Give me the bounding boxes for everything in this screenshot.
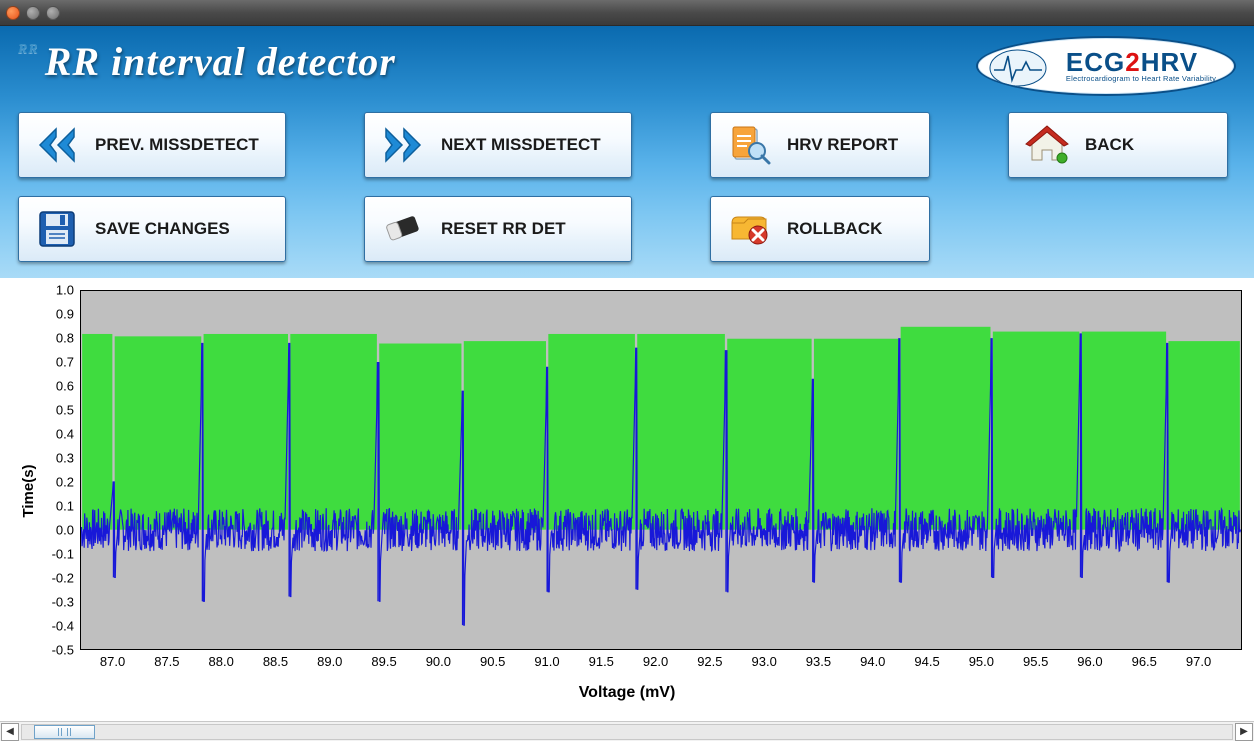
next-missdetect-label: NEXT MISSDETECT [441, 135, 601, 155]
scroll-track[interactable] [21, 724, 1233, 740]
hrv-report-label: HRV REPORT [787, 135, 898, 155]
y-tick-label: 1.0 [56, 283, 74, 298]
x-tick-label: 87.0 [100, 654, 125, 669]
y-tick-label: 0.4 [56, 427, 74, 442]
y-tick-label: -0.3 [52, 595, 74, 610]
rollback-label: ROLLBACK [787, 219, 882, 239]
scroll-right-button[interactable]: ▶ [1235, 723, 1253, 741]
window-close-button[interactable] [6, 6, 20, 20]
horizontal-scrollbar[interactable]: ◀ ▶ [0, 721, 1254, 741]
logo-text-2: 2 [1125, 47, 1140, 77]
x-tick-label: 90.5 [480, 654, 505, 669]
logo-subtitle: Electrocardiogram to Heart Rate Variabil… [1066, 75, 1216, 83]
x-tick-label: 89.5 [371, 654, 396, 669]
x-tick-label: 96.0 [1077, 654, 1102, 669]
x-tick-label: 94.0 [860, 654, 885, 669]
save-changes-button[interactable]: SAVE CHANGES [18, 196, 286, 262]
plot-canvas[interactable] [80, 290, 1242, 650]
x-tick-label: 92.0 [643, 654, 668, 669]
scroll-thumb[interactable] [34, 725, 95, 739]
x-tick-label: 96.5 [1132, 654, 1157, 669]
y-tick-label: 0.1 [56, 499, 74, 514]
header-panel: RR RR interval detector ECG2HRV Electroc… [0, 26, 1254, 278]
x-axis-label: Voltage (mV) [579, 684, 676, 702]
x-tick-label: 95.5 [1023, 654, 1048, 669]
eraser-icon [379, 207, 427, 251]
window-minimize-button[interactable] [26, 6, 40, 20]
x-tick-label: 88.0 [209, 654, 234, 669]
home-icon [1023, 123, 1071, 167]
x-tick-label: 87.5 [154, 654, 179, 669]
rollback-button[interactable]: ROLLBACK [710, 196, 930, 262]
app-badge: RR [18, 42, 39, 58]
x-tick-label: 91.0 [534, 654, 559, 669]
app-title: RR interval detector [45, 38, 396, 85]
next-missdetect-button[interactable]: NEXT MISSDETECT [364, 112, 632, 178]
y-tick-label: 0.2 [56, 475, 74, 490]
scroll-left-button[interactable]: ◀ [1, 723, 19, 741]
y-tick-label: 0.8 [56, 331, 74, 346]
prev-missdetect-button[interactable]: PREV. MISSDETECT [18, 112, 286, 178]
ecg-wave-icon [988, 46, 1052, 90]
x-tick-label: 97.0 [1186, 654, 1211, 669]
window-maximize-button[interactable] [46, 6, 60, 20]
x-tick-label: 91.5 [589, 654, 614, 669]
y-tick-label: -0.4 [52, 619, 74, 634]
y-tick-label: 0.5 [56, 403, 74, 418]
y-tick-label: 0.9 [56, 307, 74, 322]
back-label: BACK [1085, 135, 1134, 155]
y-tick-label: 0.3 [56, 451, 74, 466]
prev-missdetect-label: PREV. MISSDETECT [95, 135, 259, 155]
prev-icon [33, 123, 81, 167]
rollback-icon [725, 207, 773, 251]
x-tick-label: 89.0 [317, 654, 342, 669]
report-icon [725, 123, 773, 167]
x-tick-label: 93.5 [806, 654, 831, 669]
y-tick-label: 0.7 [56, 355, 74, 370]
save-changes-label: SAVE CHANGES [95, 219, 230, 239]
x-tick-label: 93.0 [752, 654, 777, 669]
next-icon [379, 123, 427, 167]
chart-area: Time(s) -0.5 -0.4 -0.3 -0.2 -0.1 0.0 0.1 0.2 0.3… [0, 278, 1254, 704]
x-tick-label: 95.0 [969, 654, 994, 669]
y-tick-label: -0.5 [52, 643, 74, 658]
x-tick-label: 90.0 [426, 654, 451, 669]
logo-text-ecg: ECG [1066, 47, 1125, 77]
y-tick-label: -0.1 [52, 547, 74, 562]
y-axis-label: Time(s) [20, 464, 37, 517]
reset-rr-label: RESET RR DET [441, 219, 566, 239]
y-tick-label: 0.0 [56, 523, 74, 538]
y-axis-ticks: -0.5-0.4-0.3-0.2-0.10.00.10.20.30.40.50.… [36, 290, 78, 650]
window-titlebar [0, 0, 1254, 26]
x-tick-label: 92.5 [697, 654, 722, 669]
back-button[interactable]: BACK [1008, 112, 1228, 178]
y-tick-label: 0.6 [56, 379, 74, 394]
y-tick-label: -0.2 [52, 571, 74, 586]
hrv-report-button[interactable]: HRV REPORT [710, 112, 930, 178]
app-logo: ECG2HRV Electrocardiogram to Heart Rate … [976, 36, 1236, 96]
x-tick-label: 94.5 [914, 654, 939, 669]
x-tick-label: 88.5 [263, 654, 288, 669]
logo-text-hrv: HRV [1141, 47, 1198, 77]
save-icon [33, 207, 81, 251]
x-axis-ticks: 87.0 87.5 88.0 88.5 89.0 89.5 90.0 90.5 91.0 91.5… [80, 652, 1242, 672]
reset-rr-button[interactable]: RESET RR DET [364, 196, 632, 262]
